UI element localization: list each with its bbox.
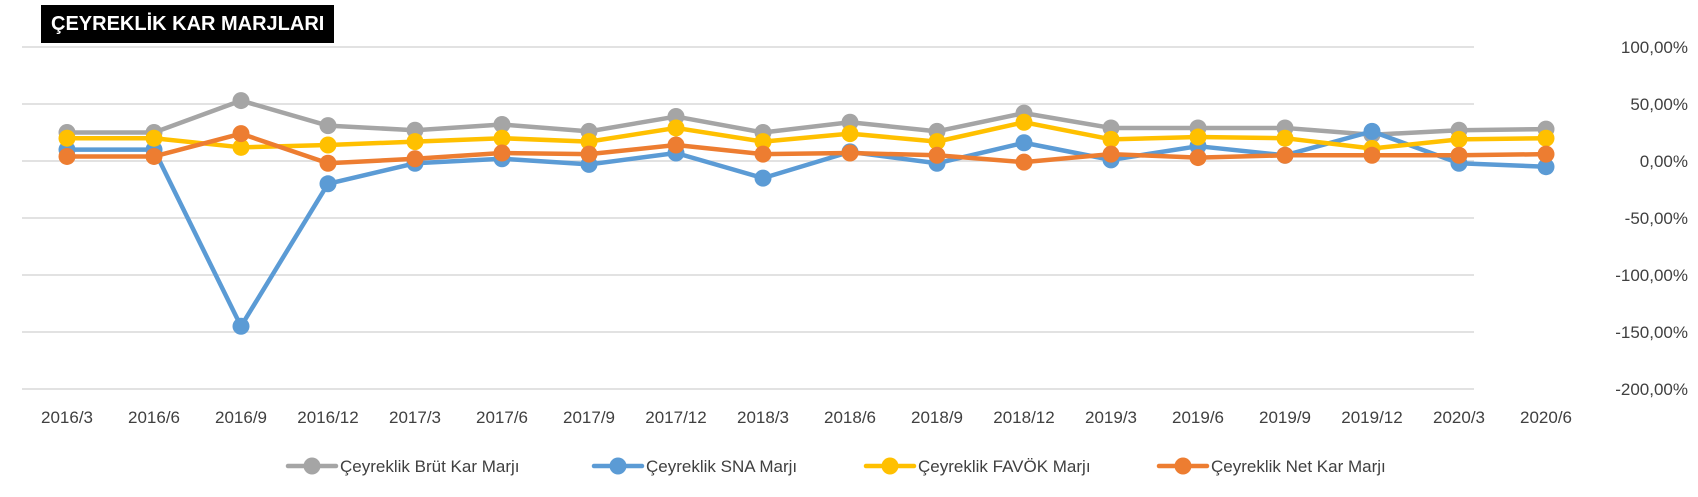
x-tick-label: 2016/12 <box>297 408 358 427</box>
series-line <box>64 98 1549 138</box>
data-point <box>1015 134 1033 152</box>
legend-item: Çeyreklik FAVÖK Marjı <box>863 457 1091 476</box>
y-tick-label: 0,00% <box>1640 152 1688 171</box>
series-line <box>64 119 1549 151</box>
series-line <box>64 129 1549 329</box>
legend-item: Çeyreklik Brüt Kar Marjı <box>285 457 519 476</box>
data-point <box>1102 145 1120 163</box>
data-point <box>928 146 946 164</box>
x-tick-label: 2020/6 <box>1520 408 1572 427</box>
data-point <box>667 119 685 137</box>
data-point <box>1363 122 1381 140</box>
data-point <box>1015 153 1033 171</box>
data-point <box>667 136 685 154</box>
y-tick-label: -50,00% <box>1625 209 1688 228</box>
series-4 <box>58 125 1555 172</box>
data-point <box>1537 129 1555 147</box>
data-point <box>232 92 250 110</box>
data-point <box>145 147 163 165</box>
x-tick-label: 2019/6 <box>1172 408 1224 427</box>
data-point <box>232 125 250 143</box>
y-tick-label: 50,00% <box>1630 95 1688 114</box>
chart-title: ÇEYREKLİK KAR MARJLARI <box>41 5 335 43</box>
data-point <box>1450 146 1468 164</box>
x-tick-label: 2018/6 <box>824 408 876 427</box>
data-point <box>754 169 772 187</box>
x-tick-label: 2017/9 <box>563 408 615 427</box>
y-tick-label: 100,00% <box>1621 38 1688 57</box>
legend-item: Çeyreklik Net Kar Marjı <box>1156 457 1386 476</box>
data-point <box>1189 128 1207 146</box>
data-point <box>493 116 511 134</box>
data-point <box>1537 145 1555 163</box>
data-point <box>1102 130 1120 148</box>
legend-swatch-marker <box>609 457 627 475</box>
data-point <box>406 150 424 168</box>
y-tick-label: -200,00% <box>1615 380 1688 399</box>
data-point <box>319 154 337 172</box>
data-point <box>319 136 337 154</box>
legend-swatch-marker <box>1174 457 1192 475</box>
data-point <box>754 145 772 163</box>
data-point <box>232 138 250 156</box>
legend-swatch-marker <box>303 457 321 475</box>
x-tick-label: 2018/9 <box>911 408 963 427</box>
x-tick-label: 2019/9 <box>1259 408 1311 427</box>
x-axis-ticks: 2016/3 2016/6 2016/9 2016/12 2017/3 2017/6 201… <box>41 408 1572 427</box>
x-tick-label: 2016/6 <box>128 408 180 427</box>
data-point <box>754 133 772 151</box>
data-point <box>841 125 859 143</box>
x-tick-label: 2019/3 <box>1085 408 1137 427</box>
y-tick-label: -100,00% <box>1615 266 1688 285</box>
x-tick-label: 2016/3 <box>41 408 93 427</box>
x-tick-label: 2018/12 <box>993 408 1054 427</box>
data-point <box>406 133 424 151</box>
data-point <box>1015 113 1033 131</box>
legend: Çeyreklik Brüt Kar Marjı Çeyreklik SNA Ma… <box>285 457 1386 476</box>
x-tick-label: 2020/3 <box>1433 408 1485 427</box>
data-point <box>1276 146 1294 164</box>
x-tick-label: 2019/12 <box>1341 408 1402 427</box>
legend-label: Çeyreklik Brüt Kar Marjı <box>340 457 519 476</box>
series-3 <box>58 113 1555 157</box>
x-tick-label: 2017/6 <box>476 408 528 427</box>
legend-label: Çeyreklik SNA Marjı <box>646 457 797 476</box>
x-tick-label: 2018/3 <box>737 408 789 427</box>
data-point <box>319 117 337 135</box>
data-point <box>145 129 163 147</box>
data-point <box>841 144 859 162</box>
data-point <box>1363 146 1381 164</box>
data-point <box>1189 149 1207 167</box>
data-point <box>580 145 598 163</box>
y-tick-label: -150,00% <box>1615 323 1688 342</box>
data-point <box>319 175 337 193</box>
data-point <box>232 317 250 335</box>
gridlines <box>22 46 1474 390</box>
y-axis-ticks: 100,00% 50,00% 0,00% -50,00% -100,00% -150,00… <box>1615 38 1688 399</box>
series-line <box>64 131 1549 166</box>
data-point <box>493 144 511 162</box>
legend-swatch-marker <box>881 457 899 475</box>
x-tick-label: 2017/3 <box>389 408 441 427</box>
legend-label: Çeyreklik FAVÖK Marjı <box>918 457 1091 476</box>
data-point <box>1450 130 1468 148</box>
legend-item: Çeyreklik SNA Marjı <box>591 457 797 476</box>
data-point <box>1537 158 1555 176</box>
data-point <box>58 147 76 165</box>
data-point <box>58 129 76 147</box>
data-point <box>580 133 598 151</box>
legend-label: Çeyreklik Net Kar Marjı <box>1211 457 1386 476</box>
x-tick-label: 2017/12 <box>645 408 706 427</box>
data-point <box>928 133 946 151</box>
series-lines <box>58 92 1555 335</box>
data-point <box>1276 129 1294 147</box>
data-point <box>493 129 511 147</box>
x-tick-label: 2016/9 <box>215 408 267 427</box>
